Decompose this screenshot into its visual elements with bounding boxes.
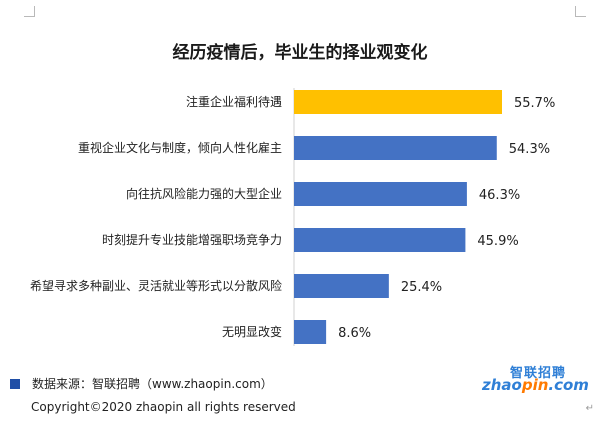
bars-group: 注重企业福利待遇 55.7% 重视企业文化与制度，倾向人性化雇主 54.3% 向往抗风险… <box>30 90 555 344</box>
category-label-4: 希望寻求多种副业、灵活就业等形式以分散风险 <box>30 278 282 293</box>
category-label-1: 重视企业文化与制度，倾向人性化雇主 <box>78 140 282 155</box>
bar-4 <box>294 274 389 298</box>
bar-3 <box>294 228 466 252</box>
value-label-0: 55.7% <box>514 96 555 111</box>
bar-1 <box>294 136 497 160</box>
category-label-0: 注重企业福利待遇 <box>186 94 282 109</box>
crop-mark-top-left <box>24 6 35 17</box>
paragraph-mark-icon: ↵ <box>585 403 594 414</box>
value-label-4: 25.4% <box>401 280 442 295</box>
category-label-2: 向往抗风险能力强的大型企业 <box>126 186 282 201</box>
chart-title: 经历疫情后，毕业生的择业观变化 <box>172 43 428 63</box>
value-label-1: 54.3% <box>509 142 550 157</box>
data-source-text: 数据来源：智联招聘（www.zhaopin.com） <box>32 377 273 391</box>
value-label-3: 45.9% <box>477 234 518 249</box>
value-label-2: 46.3% <box>479 188 520 203</box>
bar-2 <box>294 182 467 206</box>
value-label-5: 8.6% <box>338 326 371 341</box>
category-label-3: 时刻提升专业技能增强职场竞争力 <box>102 232 282 247</box>
category-label-5: 无明显改变 <box>222 324 282 339</box>
copyright-text: Copyright©2020 zhaopin all rights reserv… <box>31 400 296 414</box>
logo-chinese-text: 智联招聘 <box>510 366 567 381</box>
logo-url-text: zhaopin.com <box>482 376 589 394</box>
data-source: 数据来源：智联招聘（www.zhaopin.com） <box>10 375 273 392</box>
crop-mark-top-right <box>575 6 586 17</box>
source-marker-icon <box>10 378 20 389</box>
bar-5 <box>294 320 327 344</box>
zhaopin-logo: 智联招聘 zhaopin.com <box>482 362 589 396</box>
bar-0 <box>294 90 502 114</box>
